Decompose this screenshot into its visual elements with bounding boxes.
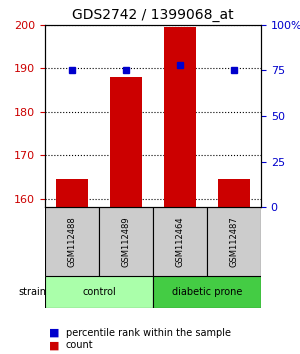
- Text: count: count: [66, 341, 94, 350]
- Text: diabetic prone: diabetic prone: [172, 287, 242, 297]
- Bar: [218, 179, 250, 207]
- Text: GSM112489: GSM112489: [122, 216, 130, 267]
- FancyBboxPatch shape: [153, 207, 207, 276]
- Text: control: control: [82, 287, 116, 297]
- FancyBboxPatch shape: [99, 207, 153, 276]
- Bar: [56, 179, 88, 207]
- Text: strain: strain: [18, 287, 46, 297]
- FancyBboxPatch shape: [45, 207, 99, 276]
- Text: ■: ■: [49, 328, 59, 338]
- FancyBboxPatch shape: [153, 276, 261, 308]
- Text: GSM112487: GSM112487: [230, 216, 238, 267]
- FancyBboxPatch shape: [207, 207, 261, 276]
- Bar: [164, 27, 196, 207]
- Text: GSM112464: GSM112464: [176, 216, 184, 267]
- Text: GSM112488: GSM112488: [68, 216, 76, 267]
- Title: GDS2742 / 1399068_at: GDS2742 / 1399068_at: [72, 8, 234, 22]
- Text: percentile rank within the sample: percentile rank within the sample: [66, 328, 231, 338]
- FancyBboxPatch shape: [45, 276, 153, 308]
- Bar: [110, 77, 142, 207]
- Text: ■: ■: [49, 341, 59, 350]
